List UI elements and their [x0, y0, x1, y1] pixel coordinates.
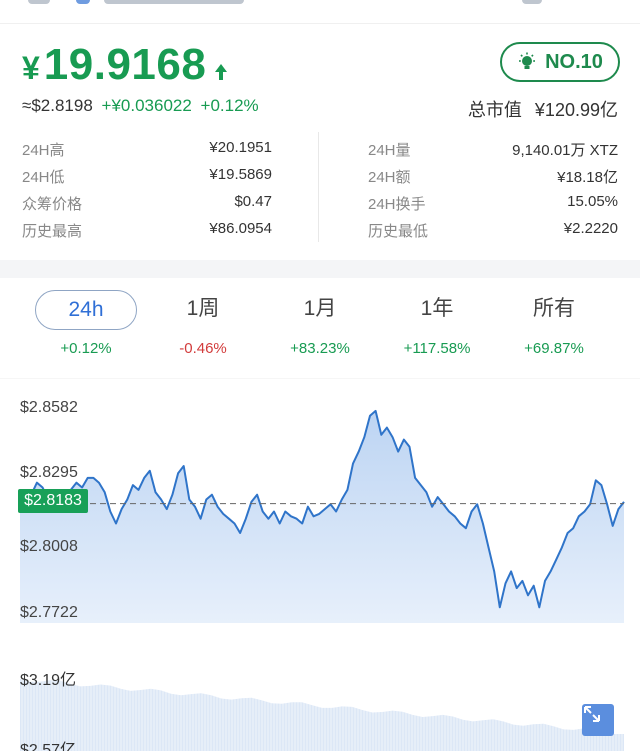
- stat-value: ¥19.5869: [209, 166, 272, 183]
- stats-row: 24H低 ¥19.5869 24H额 ¥18.18亿: [22, 163, 622, 190]
- tab-label: 1周: [186, 297, 220, 320]
- rank-badge[interactable]: NO.10: [500, 42, 620, 82]
- y-tick-label: $2.8295: [20, 464, 78, 481]
- current-price-tag: $2.8183: [18, 489, 88, 513]
- y-tick-label: $2.8008: [20, 538, 78, 555]
- tab-1year[interactable]: 1年 +117.58%: [386, 290, 488, 357]
- usd-price: ≈$2.8198: [22, 96, 93, 115]
- rank-label: NO.10: [545, 50, 603, 73]
- stat-value: ¥18.18亿: [557, 169, 618, 186]
- price-area: [20, 410, 624, 623]
- tab-label: 24h: [35, 290, 137, 330]
- current-price: ¥ 19.9168: [22, 40, 228, 90]
- tab-24h[interactable]: 24h +0.12%: [35, 290, 137, 357]
- stat-value: $0.47: [234, 193, 272, 210]
- stat-label: 24H额: [368, 169, 411, 186]
- stat-label: 24H高: [22, 142, 65, 159]
- stat-label: 众筹价格: [22, 196, 83, 213]
- price-currency: ¥: [22, 50, 40, 86]
- tab-all[interactable]: 所有 +69.87%: [503, 290, 605, 357]
- lightbulb-icon: [519, 52, 536, 69]
- stat-label: 24H换手: [368, 196, 426, 213]
- tab-1month[interactable]: 1月 +83.23%: [269, 290, 371, 357]
- price-card: ¥ 19.9168 NO.10 ≈$2.8198 +¥0.036022 +0.1…: [0, 24, 640, 260]
- stat-value: ¥20.1951: [209, 139, 272, 156]
- volume-min-label: $2.57亿: [20, 742, 77, 751]
- stats-row: 众筹价格 $0.47 24H换手 15.05%: [22, 190, 622, 217]
- arrow-up-icon: [215, 64, 228, 80]
- market-cap-label: 总市值: [467, 100, 522, 120]
- market-cap-value: ¥120.99亿: [534, 100, 618, 120]
- tab-label: 所有: [533, 297, 575, 320]
- change-pct: +0.12%: [200, 96, 259, 115]
- y-tick-label: $2.7722: [20, 604, 78, 621]
- price-value: 19.9168: [43, 40, 207, 89]
- stat-label: 24H低: [22, 169, 65, 186]
- tab-change: +0.12%: [60, 340, 112, 357]
- stat-value: ¥86.0954: [209, 220, 272, 237]
- stats-row: 24H高 ¥20.1951 24H量 9,140.01万 XTZ: [22, 136, 622, 163]
- change-abs: +¥0.036022: [101, 96, 192, 115]
- price-chart-svg: [0, 378, 640, 751]
- tab-change: +83.23%: [290, 340, 350, 357]
- tab-change: +69.87%: [524, 340, 584, 357]
- price-chart[interactable]: $2.8582 $2.8295 $2.8008 $2.7722 $2.8183 …: [0, 378, 640, 751]
- stat-value: 15.05%: [567, 193, 618, 210]
- stats-divider: [318, 132, 319, 242]
- stat-label: 24H量: [368, 142, 411, 159]
- stats-row: 历史最高 ¥86.0954 历史最低 ¥2.2220: [22, 217, 622, 244]
- stats-grid: 24H高 ¥20.1951 24H量 9,140.01万 XTZ 24H低 ¥19.5…: [22, 136, 622, 244]
- period-tabs: 24h +0.12% 1周 -0.46% 1月 +83.23% 1年 +117.…: [0, 278, 640, 378]
- section-gap: [0, 260, 640, 278]
- volume-max-label: $3.19亿: [20, 672, 77, 689]
- stat-label: 历史最低: [368, 223, 429, 240]
- y-tick-label: $2.8582: [20, 399, 78, 416]
- tab-label: 1年: [420, 297, 454, 320]
- expand-chart-button[interactable]: [582, 704, 614, 736]
- expand-icon: [584, 706, 600, 722]
- tab-1week[interactable]: 1周 -0.46%: [152, 290, 254, 357]
- price-line: [19, 409, 625, 609]
- market-cap: 总市值 ¥120.99亿: [468, 96, 618, 122]
- stat-value: ¥2.2220: [563, 220, 618, 237]
- tab-label: 1月: [303, 297, 337, 320]
- stat-value: 9,140.01万 XTZ: [512, 142, 618, 159]
- app-header-strip: [0, 0, 640, 24]
- stat-label: 历史最高: [22, 223, 83, 240]
- price-subline: ≈$2.8198 +¥0.036022 +0.12%: [22, 96, 259, 116]
- tab-change: -0.46%: [179, 340, 227, 357]
- tab-change: +117.58%: [403, 340, 471, 357]
